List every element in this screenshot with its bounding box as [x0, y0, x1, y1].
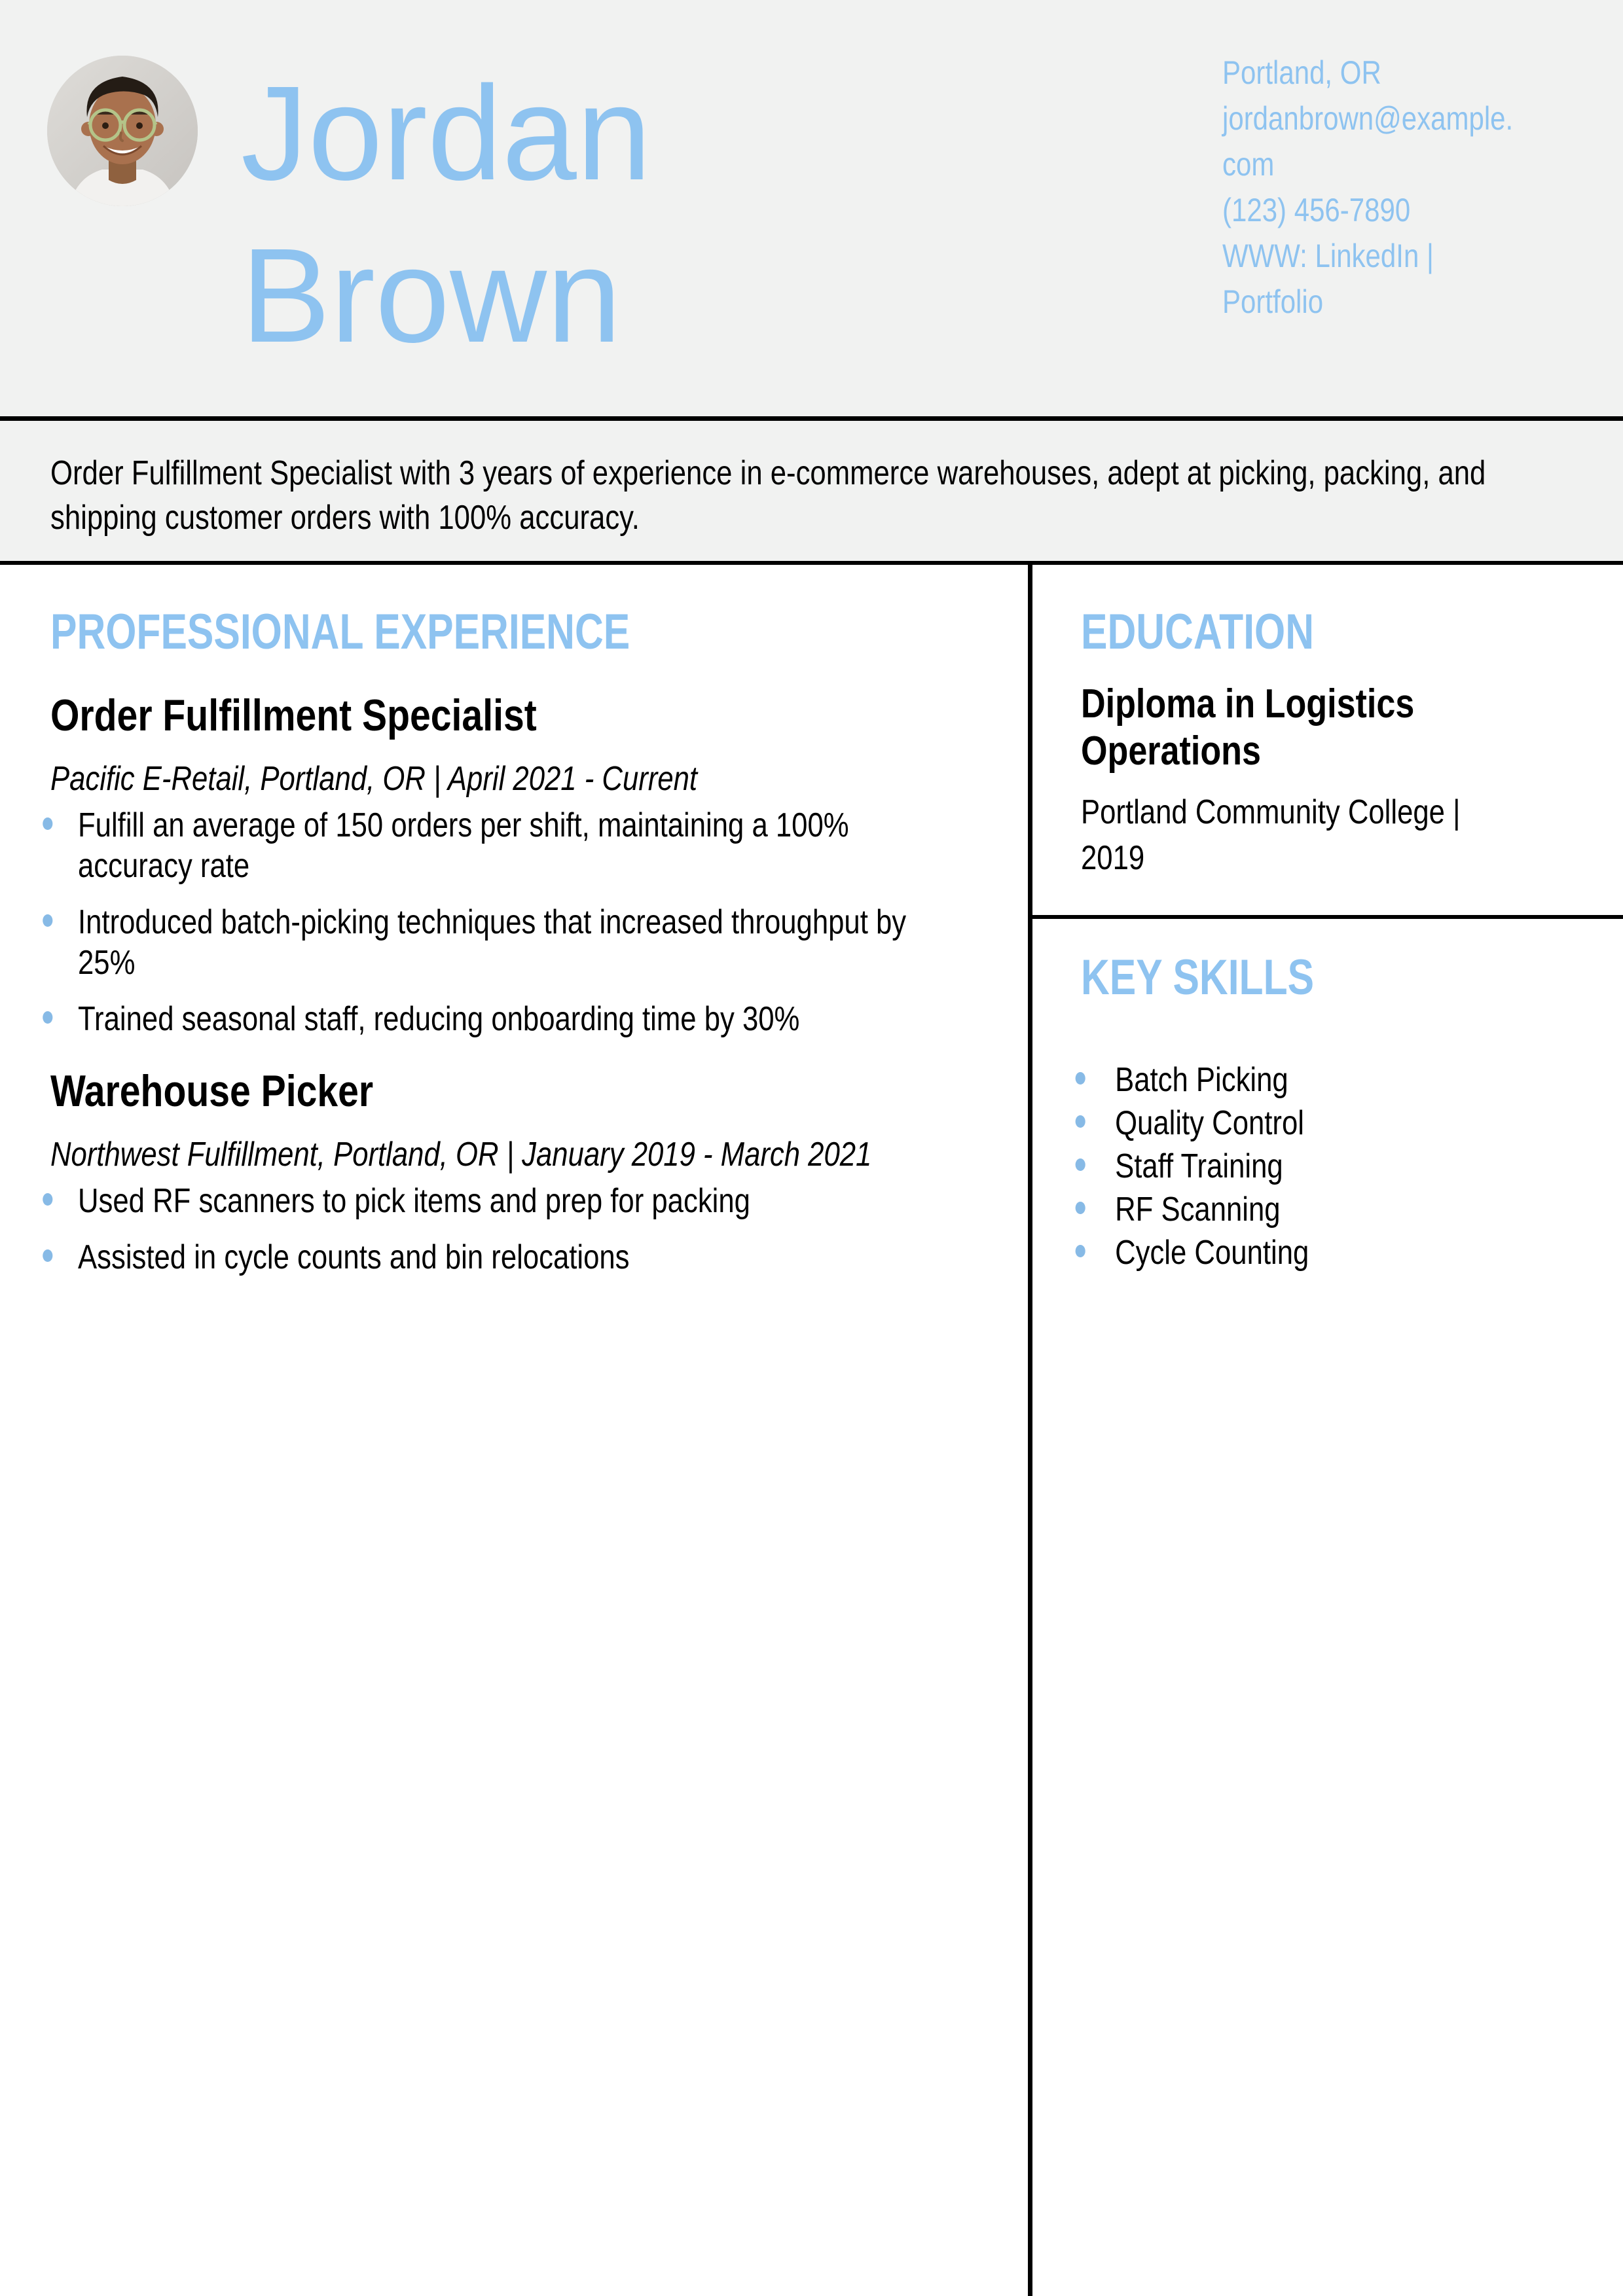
degree-title: Diploma in Logistics Operations: [1081, 681, 1415, 774]
contact-phone: (123) 456-7890: [1222, 192, 1411, 228]
bullet-text: Trained seasonal staff, reducing onboard…: [78, 1000, 800, 1038]
contact-web-line1[interactable]: WWW: LinkedIn |: [1222, 238, 1434, 274]
person-name: Jordan Brown: [241, 58, 651, 370]
experience-column: PROFESSIONAL EXPERIENCE Order Fulfillmen…: [43, 604, 963, 1293]
bullet-text: Fulfill an average of 150 orders per shi…: [78, 806, 849, 885]
contact-email-line2[interactable]: com: [1222, 146, 1275, 183]
job-meta: Pacific E-Retail, Portland, OR | April 2…: [50, 760, 698, 798]
skill-item: RF Scanning: [1075, 1189, 1499, 1230]
job-title: Order Fulfillment Specialist: [50, 691, 537, 740]
bullet-icon: [1075, 1202, 1085, 1214]
skill-text: Staff Training: [1115, 1147, 1283, 1185]
bullet-icon: [43, 1193, 53, 1206]
school-line: Portland Community College | 2019: [1081, 793, 1461, 877]
job-bullet-list: Used RF scanners to pick items and prep …: [43, 1181, 963, 1278]
skill-item: Batch Picking: [1075, 1059, 1499, 1101]
job-meta: Northwest Fulfillment, Portland, OR | Ja…: [50, 1136, 872, 1174]
skill-text: Cycle Counting: [1115, 1234, 1309, 1272]
bullet-icon: [43, 817, 53, 830]
profile-photo: [47, 56, 198, 206]
avatar-illustration: [47, 56, 198, 206]
skill-text: Quality Control: [1115, 1104, 1304, 1142]
summary-text: Order Fulfillment Specialist with 3 year…: [50, 454, 1486, 537]
summary-section: Order Fulfillment Specialist with 3 year…: [0, 416, 1623, 565]
job-title: Warehouse Picker: [50, 1066, 374, 1116]
bullet-text: Used RF scanners to pick items and prep …: [78, 1182, 750, 1220]
skill-text: Batch Picking: [1115, 1061, 1288, 1099]
bullet-icon: [1075, 1072, 1085, 1085]
bullet-item: Assisted in cycle counts and bin relocat…: [43, 1237, 963, 1278]
sidebar-column: EDUCATION Diploma in Logistics Operation…: [1075, 604, 1499, 1275]
bullet-icon: [1075, 1158, 1085, 1171]
contact-web-line2[interactable]: Portfolio: [1222, 283, 1324, 320]
bullet-icon: [1075, 1115, 1085, 1128]
education-divider: [1028, 915, 1623, 919]
job-bullet-list: Fulfill an average of 150 orders per shi…: [43, 805, 963, 1039]
education-heading: EDUCATION: [1081, 604, 1315, 660]
bullet-icon: [1075, 1245, 1085, 1257]
contact-location: Portland, OR: [1222, 54, 1381, 91]
bullet-text: Assisted in cycle counts and bin relocat…: [78, 1238, 630, 1276]
bullet-item: Trained seasonal staff, reducing onboard…: [43, 999, 963, 1039]
bullet-icon: [43, 914, 53, 927]
skill-text: RF Scanning: [1115, 1191, 1281, 1229]
contact-block: Portland, OR jordanbrown@example. com (1…: [1222, 50, 1513, 325]
skills-heading: KEY SKILLS: [1081, 950, 1315, 1005]
bullet-item: Introduced batch-picking techniques that…: [43, 902, 963, 983]
skill-item: Staff Training: [1075, 1145, 1499, 1187]
skills-list: Batch Picking Quality Control Staff Trai…: [1075, 1059, 1499, 1274]
header-band: Jordan Brown Portland, OR jordanbrown@ex…: [0, 0, 1623, 416]
bullet-icon: [43, 1249, 53, 1262]
contact-email-line1[interactable]: jordanbrown@example.: [1222, 100, 1514, 137]
skill-item: Cycle Counting: [1075, 1232, 1499, 1274]
bullet-icon: [43, 1011, 53, 1024]
bullet-item: Used RF scanners to pick items and prep …: [43, 1181, 963, 1221]
column-divider: [1028, 565, 1032, 2296]
bullet-text: Introduced batch-picking techniques that…: [78, 903, 907, 982]
experience-heading: PROFESSIONAL EXPERIENCE: [50, 604, 630, 660]
skill-item: Quality Control: [1075, 1102, 1499, 1144]
bullet-item: Fulfill an average of 150 orders per shi…: [43, 805, 963, 886]
